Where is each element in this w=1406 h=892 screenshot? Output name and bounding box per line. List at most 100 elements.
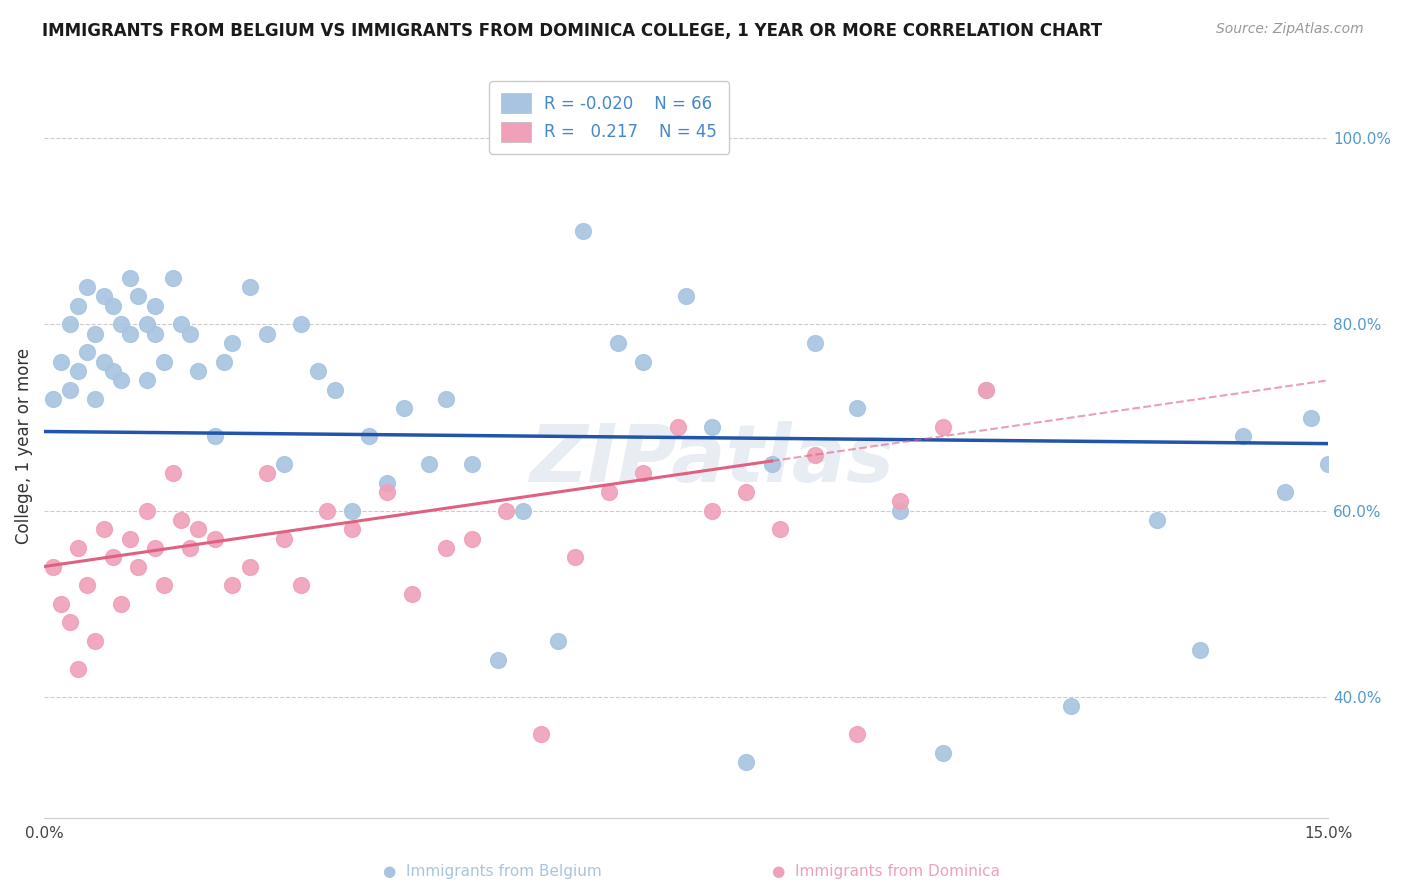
Text: ●  Immigrants from Dominica: ● Immigrants from Dominica: [772, 863, 1000, 879]
Point: [93, 522, 115, 536]
Point: [803, 336, 825, 351]
Text: Source: ZipAtlas.com: Source: ZipAtlas.com: [1216, 22, 1364, 37]
Point: [67, 662, 90, 676]
Point: [238, 559, 260, 574]
Point: [76, 578, 98, 592]
Point: [187, 364, 209, 378]
Point: [153, 354, 176, 368]
Point: [110, 373, 132, 387]
Point: [1299, 410, 1322, 425]
Point: [633, 354, 655, 368]
Point: [342, 522, 364, 536]
Point: [769, 522, 792, 536]
Point: [461, 457, 484, 471]
Point: [761, 457, 783, 471]
Point: [179, 326, 201, 341]
Point: [204, 429, 226, 443]
Point: [221, 578, 243, 592]
Point: [59, 318, 82, 332]
Point: [170, 513, 193, 527]
Point: [101, 550, 124, 565]
Point: [162, 467, 184, 481]
Point: [41, 559, 63, 574]
Point: [221, 336, 243, 351]
Point: [118, 532, 141, 546]
Point: [359, 429, 381, 443]
Point: [547, 634, 569, 648]
Point: [127, 559, 149, 574]
Point: [564, 550, 586, 565]
Point: [700, 420, 723, 434]
Point: [1274, 485, 1296, 500]
Point: [598, 485, 620, 500]
Point: [273, 457, 295, 471]
Point: [803, 448, 825, 462]
Point: [118, 326, 141, 341]
Point: [1188, 643, 1211, 657]
Point: [735, 755, 758, 769]
Point: [145, 299, 167, 313]
Point: [76, 280, 98, 294]
Point: [1060, 699, 1083, 714]
Point: [606, 336, 628, 351]
Point: [846, 401, 869, 416]
Point: [110, 318, 132, 332]
Point: [846, 727, 869, 741]
Point: [51, 354, 73, 368]
Point: [162, 270, 184, 285]
Point: [256, 326, 278, 341]
Point: [418, 457, 440, 471]
Point: [187, 522, 209, 536]
Point: [486, 653, 509, 667]
Point: [700, 504, 723, 518]
Point: [212, 354, 235, 368]
Point: [461, 532, 484, 546]
Point: [342, 504, 364, 518]
Point: [145, 326, 167, 341]
Point: [93, 354, 115, 368]
Point: [529, 727, 551, 741]
Point: [889, 494, 911, 508]
Point: [290, 578, 312, 592]
Point: [110, 597, 132, 611]
Point: [392, 401, 415, 416]
Point: [118, 270, 141, 285]
Point: [675, 289, 697, 303]
Point: [204, 532, 226, 546]
Point: [495, 504, 517, 518]
Point: [323, 383, 346, 397]
Point: [84, 326, 107, 341]
Point: [101, 299, 124, 313]
Point: [315, 504, 337, 518]
Point: [572, 224, 595, 238]
Point: [932, 420, 955, 434]
Point: [1146, 513, 1168, 527]
Point: [735, 485, 758, 500]
Point: [179, 541, 201, 555]
Point: [375, 475, 398, 490]
Point: [512, 504, 534, 518]
Point: [153, 578, 176, 592]
Point: [67, 541, 90, 555]
Point: [889, 504, 911, 518]
Point: [67, 364, 90, 378]
Y-axis label: College, 1 year or more: College, 1 year or more: [15, 347, 32, 543]
Point: [238, 280, 260, 294]
Point: [41, 392, 63, 406]
Point: [135, 373, 157, 387]
Point: [101, 364, 124, 378]
Point: [84, 392, 107, 406]
Point: [59, 383, 82, 397]
Point: [256, 467, 278, 481]
Point: [76, 345, 98, 359]
Point: [135, 318, 157, 332]
Point: [93, 289, 115, 303]
Point: [401, 587, 423, 601]
Point: [84, 634, 107, 648]
Point: [59, 615, 82, 630]
Point: [290, 318, 312, 332]
Point: [170, 318, 193, 332]
Point: [307, 364, 329, 378]
Text: ZIPatlas: ZIPatlas: [529, 421, 894, 500]
Point: [145, 541, 167, 555]
